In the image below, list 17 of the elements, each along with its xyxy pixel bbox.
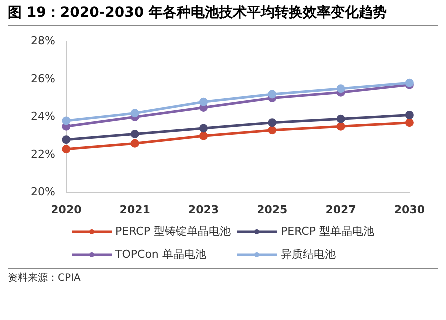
- x-tick-label: 2027: [326, 203, 356, 216]
- legend-label: 异质结电池: [281, 247, 336, 262]
- x-tick-label: 2023: [188, 203, 220, 216]
- x-tick-label: 2021: [120, 203, 150, 216]
- y-tick-label: 26%: [30, 72, 56, 86]
- y-tick-label: 20%: [30, 186, 56, 199]
- legend-label: TOPCon 单晶电池: [116, 247, 206, 262]
- legend-label: PERCP 型单晶电池: [281, 224, 374, 239]
- x-tick-label: 2020: [51, 203, 82, 216]
- legend-label: PERCP 型铸锭单晶电池: [116, 224, 231, 239]
- y-tick-label: 28%: [30, 34, 56, 48]
- x-tick-label: 2025: [257, 203, 288, 216]
- x-tick-label: 2030: [394, 203, 426, 216]
- y-tick-label: 22%: [30, 148, 56, 161]
- chart-title: 图 19：2020-2030 年各种电池技术平均转换效率变化趋势: [8, 4, 438, 26]
- text: 资料来源：CPIA: [8, 268, 438, 285]
- y-tick-label: 24%: [30, 110, 56, 124]
